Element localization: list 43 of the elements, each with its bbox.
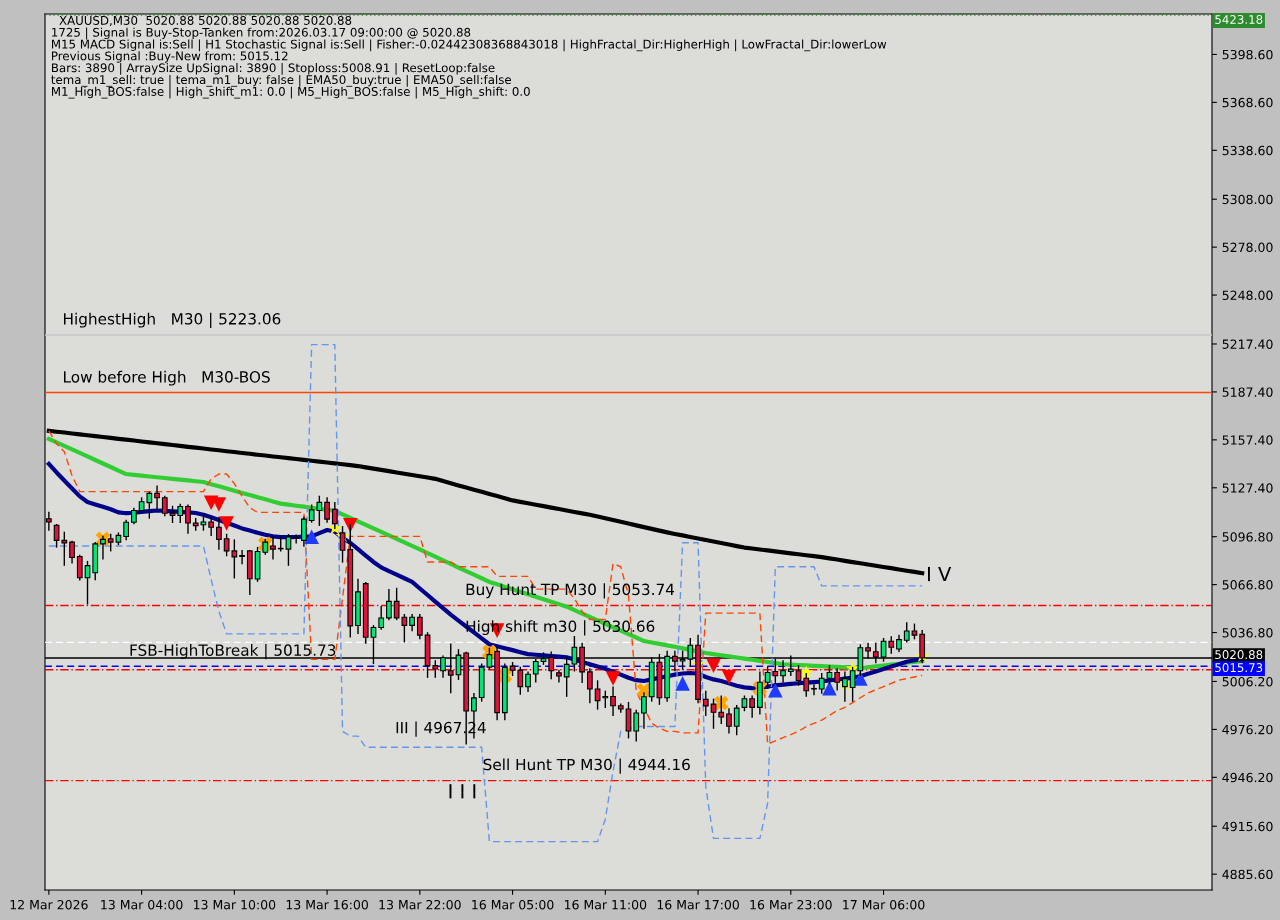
y-tick-label: 5096.80: [1222, 532, 1273, 542]
annotation: M1_High_BOS:false | High_shift_m1: 0.0 | M5_High_BOS:false | M5_High_shift: 0.0: [51, 86, 530, 99]
y-tick-label: 5278.00: [1222, 242, 1273, 253]
x-tick-label: 16 Mar 17:00: [657, 899, 739, 910]
annotation: I I I: [449, 784, 476, 799]
y-tick-label: 4976.20: [1222, 724, 1273, 735]
y-tick-label: 5036.80: [1222, 628, 1273, 638]
x-tick-label: 13 Mar 10:00: [193, 899, 276, 910]
y-tick-label: 5338.60: [1222, 145, 1273, 156]
y-tick-label: 5217.40: [1222, 339, 1273, 349]
x-tick-label: 16 Mar 05:00: [472, 899, 554, 910]
y-tick-label: 5368.60: [1222, 97, 1273, 108]
annotation: 1725 | Signal is Buy-Stop-Tanken from:2026.03.17 09:00:00 @ 5020.88: [52, 27, 471, 40]
y-tick-label: 5066.80: [1222, 580, 1273, 590]
annotation: HighestHigh M30 | 5223.06: [64, 312, 281, 328]
y-tick-label: 4946.20: [1222, 772, 1273, 783]
x-tick-label: 13 Mar 16:00: [286, 899, 368, 910]
x-tick-label: 17 Mar 06:00: [843, 899, 925, 910]
x-tick-label: 12 Mar 2026: [10, 899, 88, 910]
y-tick-label: 5308.00: [1222, 194, 1273, 205]
x-tick-label: 13 Mar 22:00: [379, 899, 461, 910]
annotation: tema_m1_sell: true | tema_m1_buy: false | EMA50_buy:true | EMA50_sell:false: [51, 74, 512, 87]
annotation: M15 MACD Signal is:Sell | H1 Stochastic Signal is:Sell | Fisher:-0.02442308368843018 | HighFractal_Dir:HigherHigh | LowFractal_Dir:lowerLow: [51, 39, 887, 52]
x-tick-label: 13 Mar 04:00: [101, 899, 183, 910]
ref-line-label: 5423.18: [1215, 15, 1263, 24]
text: I V: [927, 566, 952, 582]
annotation: Previous Signal :Buy-New from: 5015.12: [51, 51, 288, 63]
ref-line-label: 5020.88: [1215, 650, 1263, 660]
x-tick-label: 16 Mar 11:00: [564, 899, 647, 910]
ref-line-label: 5015.73: [1215, 663, 1263, 673]
y-tick-label: 4915.60: [1222, 821, 1273, 832]
annotation: Bars: 3890 | ArraySize UpSignal: 3890 | Stoploss:5008.91 | ResetLoop:false: [51, 63, 495, 75]
y-tick-label: 4885.60: [1222, 869, 1273, 880]
annotation: Low before High M30-BOS: [64, 370, 270, 386]
y-tick-label: 5248.00: [1222, 290, 1273, 301]
y-tick-label: 5157.40: [1222, 435, 1273, 445]
chart-title: XAUUSD,M30 5020.88 5020.88 5020.88 5020.88: [59, 15, 352, 27]
annotation: Sell Hunt TP M30 | 4944.16: [483, 758, 690, 774]
y-tick-label: 5398.60: [1222, 49, 1273, 60]
y-tick-label: 5127.40: [1222, 483, 1273, 493]
y-tick-label: 5006.20: [1222, 676, 1273, 687]
x-tick-label: 16 Mar 23:00: [750, 899, 832, 910]
y-tick-label: 5187.40: [1222, 387, 1273, 397]
